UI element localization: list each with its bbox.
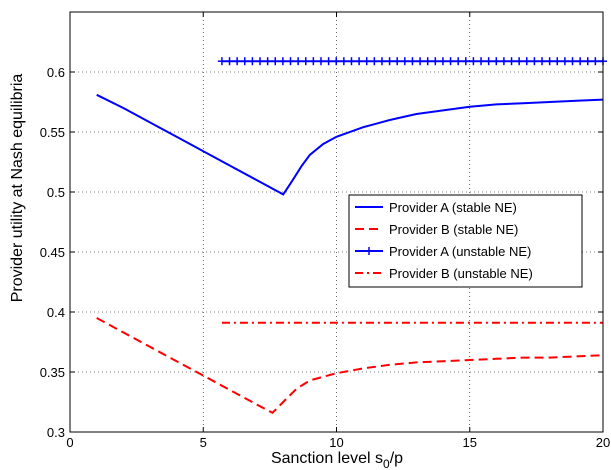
x-tick-label: 15	[463, 435, 477, 450]
series-layer	[96, 57, 607, 415]
x-tick-label: 20	[596, 435, 610, 450]
x-axis-label: Sanction level s0/p	[271, 450, 403, 470]
y-tick-label: 0.55	[40, 125, 65, 140]
tick-labels: 0 5 10 15 20 0.3 0.35 0.4 0.45 0.5 0.55 0.6	[40, 65, 611, 450]
x-tick-label: 5	[200, 435, 207, 450]
x-tick-label: 10	[329, 435, 343, 450]
y-tick-label: 0.3	[47, 425, 65, 440]
legend-label-1: Provider A (stable NE)	[389, 200, 517, 215]
legend-label-3: Provider A (unstable NE)	[389, 244, 531, 259]
y-axis-label: Provider utility at Nash equilibria	[9, 74, 26, 303]
x-tick-label: 0	[66, 435, 73, 450]
legend-label-2: Provider B (stable NE)	[389, 222, 518, 237]
y-tick-label: 0.45	[40, 245, 65, 260]
y-tick-label: 0.5	[47, 185, 65, 200]
ticks	[69, 12, 604, 433]
x-axis-label-subscript: 0	[383, 457, 390, 470]
y-tick-label: 0.6	[47, 65, 65, 80]
x-axis-label-tail: /p	[390, 450, 403, 467]
legend: Provider A (stable NE) Provider B (stable…	[348, 194, 583, 288]
legend-box	[348, 194, 583, 288]
series-line-1	[96, 93, 604, 196]
series-line-2	[96, 317, 604, 415]
legend-label-4: Provider B (unstable NE)	[389, 266, 533, 281]
y-tick-label: 0.4	[47, 305, 65, 320]
y-tick-label: 0.35	[40, 365, 65, 380]
